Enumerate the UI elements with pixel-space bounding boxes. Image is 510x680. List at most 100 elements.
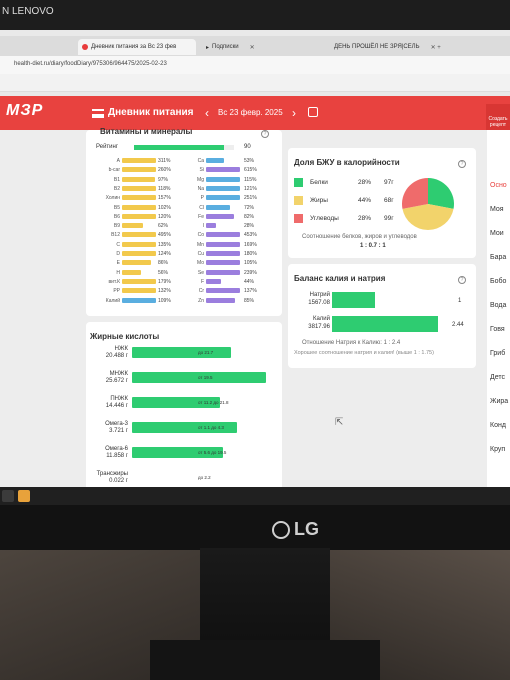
address-bar[interactable]: health-diet.ru/diary/foodDiary/975306/96… <box>0 56 510 74</box>
rating-fill <box>134 145 224 150</box>
vitamin-name: Калий <box>105 297 120 304</box>
vitamin-name: B9 <box>113 223 120 230</box>
sodium-bar <box>332 292 375 308</box>
fatty-acid-name: Омега-6 <box>105 446 128 452</box>
kna-title: Баланс калия и натрия <box>294 274 386 283</box>
category-item[interactable]: Мои <box>490 230 504 237</box>
vitamin-pct: 124% <box>158 251 171 257</box>
mineral-pct: 72% <box>244 204 255 211</box>
mineral-name: Zn <box>198 297 204 304</box>
fatty-acid-bar <box>132 347 231 358</box>
help-icon[interactable]: ? <box>261 130 269 138</box>
mineral-pct: 137% <box>244 288 257 295</box>
bju-ratio-text: Соотношение белков, жиров и углеводов <box>302 234 417 240</box>
mineral-row: Cl 72% <box>186 204 278 211</box>
vitamin-row: PP 132% <box>94 288 184 294</box>
bju-legend-row: Углеводы 28% 99г <box>294 214 399 224</box>
vitamin-name: b-car <box>108 167 120 174</box>
tab-label: ДЕНЬ ПРОШЁЛ НЕ ЗРЯ|СЕЛЬ <box>334 44 420 50</box>
mineral-row: Ca 53% <box>186 158 278 164</box>
vitamin-name: E <box>116 260 120 267</box>
category-item[interactable]: Детс <box>490 374 506 381</box>
vitamin-name: B12 <box>111 232 120 239</box>
mineral-bar <box>206 195 240 201</box>
vitamin-row: C 135% <box>94 241 184 248</box>
fatty-acid-norm: от 19.5 <box>198 375 213 380</box>
mineral-bar <box>206 288 240 294</box>
bju-name: Углеводы <box>310 215 339 222</box>
app-icon[interactable] <box>18 490 30 502</box>
bju-pie-chart <box>402 178 454 230</box>
vitamin-name: вит.К <box>108 278 121 285</box>
current-date: Вс 23 февр. 2025 <box>218 108 283 117</box>
vitamin-name: Холин <box>105 195 120 202</box>
bju-pct: 28% <box>358 215 372 222</box>
vitamin-bar <box>122 269 141 275</box>
fatty-acid-value: 3.721 г <box>109 428 128 434</box>
category-item[interactable]: Конд <box>490 422 506 429</box>
category-item[interactable]: Осно <box>490 182 507 189</box>
vitamin-row: b-car 260% <box>94 167 184 173</box>
lg-logo-icon: LG <box>272 519 319 540</box>
vitamin-pct: 135% <box>158 241 171 248</box>
potassium-sodium-card: Баланс калия и натрия ? Натрий 1567.08 1… <box>288 264 476 368</box>
mineral-row: Cu 180% <box>186 251 278 257</box>
category-item[interactable]: Круп <box>490 446 506 453</box>
vitamin-row: B6 120% <box>94 213 184 220</box>
mineral-pct: 28% <box>244 223 255 230</box>
vitamin-name: B1 <box>113 176 120 183</box>
fatty-acid-bar <box>132 372 266 383</box>
fatty-acid-value: 14.446 г <box>105 403 128 409</box>
category-item[interactable]: Бобо <box>490 278 507 285</box>
fatty-acid-norm: от 11.2 до 21.8 <box>198 400 229 405</box>
monitor-chin <box>0 505 510 550</box>
tab-subscriptions[interactable]: ▸ Подписки ✕ <box>202 39 322 55</box>
fatty-acid-name: Омега-3 <box>105 421 128 427</box>
tab-day[interactable]: ДЕНЬ ПРОШЁЛ НЕ ЗРЯ|СЕЛЬ ✕ + <box>330 39 460 55</box>
help-icon[interactable]: ? <box>458 276 466 284</box>
next-day-button[interactable]: › <box>292 106 296 120</box>
category-item[interactable]: Говя <box>490 326 505 333</box>
vitamin-row: Калий 109% <box>94 297 184 304</box>
tab-food-diary[interactable]: Дневник питания за Вс 23 фев <box>78 39 196 55</box>
create-recipe-button[interactable]: Создать рецепт <box>486 104 510 130</box>
start-icon[interactable] <box>2 490 14 502</box>
vitamin-pct: 132% <box>158 288 171 295</box>
mineral-bar <box>206 185 240 191</box>
pie-slice-2 <box>402 204 454 230</box>
site-logo[interactable]: МЗР <box>6 102 44 119</box>
category-item[interactable]: Моя <box>490 206 504 213</box>
mineral-bar <box>206 269 240 275</box>
bju-grams: 97г <box>384 179 394 186</box>
bju-ratio-value: 1 : 0.7 : 1 <box>360 243 386 249</box>
lenovo-brand: N LENOVO <box>2 6 54 17</box>
mineral-row: Na 121% <box>186 185 278 192</box>
mineral-pct: 239% <box>244 269 257 276</box>
mineral-row: F 44% <box>186 278 278 285</box>
help-icon[interactable]: ? <box>458 160 466 168</box>
mineral-name: P <box>200 195 204 202</box>
category-item[interactable]: Вода <box>490 302 507 309</box>
vitamin-bar <box>122 223 143 229</box>
os-taskbar <box>0 487 510 505</box>
vitamin-name: B5 <box>113 204 120 211</box>
calendar-icon[interactable] <box>308 107 318 117</box>
vitamin-bar <box>122 278 156 284</box>
category-item[interactable]: Гриб <box>490 350 506 357</box>
prev-day-button[interactable]: ‹ <box>205 106 209 120</box>
vitamin-row: B1 97% <box>94 176 184 183</box>
mineral-row: Mg 115% <box>186 176 278 183</box>
mineral-bar <box>206 204 230 210</box>
category-item[interactable]: Бара <box>490 254 507 261</box>
mineral-row: Mo 105% <box>186 260 278 266</box>
close-icon[interactable]: ✕ + <box>430 44 441 51</box>
right-sidebar: Осно Моя Мои Бара Бобо Вода Говя Гриб Детс Жира Ко… <box>487 130 510 505</box>
vitamin-row: E 86% <box>94 260 184 266</box>
category-item[interactable]: Жира <box>490 398 509 405</box>
close-icon[interactable]: ✕ <box>249 44 255 51</box>
vitamins-title: Витамины и минералы <box>100 127 193 136</box>
menu-icon[interactable] <box>92 109 104 118</box>
vitamin-bar <box>122 158 156 163</box>
fatty-acid-norm: до 2.2 <box>198 475 211 480</box>
vitamin-bar <box>122 185 156 191</box>
